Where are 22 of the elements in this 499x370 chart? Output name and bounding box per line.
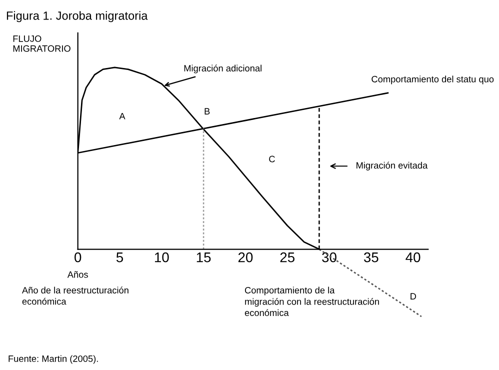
chart-title: Figura 1. Joroba migratoria	[6, 11, 148, 22]
y-axis-title: FLUJO MIGRATORIO	[13, 35, 70, 52]
source-note: Fuente: Martin (2005).	[8, 355, 98, 364]
annotation: A	[119, 112, 126, 120]
x-tick-label: 10	[154, 252, 169, 262]
annotation: B	[204, 108, 210, 114]
x-tick-label: 15	[196, 252, 211, 262]
annotation: Año de la reestructuración económica	[22, 286, 128, 305]
annotation: Migración adicional	[184, 64, 262, 74]
annotation: Comportamiento de la migración con la reestructuración económica	[244, 286, 379, 316]
x-axis-title: Años	[67, 271, 88, 278]
x-tick-label: 30	[322, 252, 336, 262]
x-tick-label: 5	[116, 252, 124, 262]
annotation: D	[410, 293, 416, 300]
x-tick-label: 0	[74, 252, 82, 262]
x-tick-label: 40	[406, 252, 420, 262]
x-tick-label: 25	[280, 252, 294, 262]
x-tick-label: 35	[364, 252, 378, 262]
annotation: Migración evitada	[356, 162, 428, 170]
annotation: Comportamiento del statu quo	[372, 76, 494, 84]
annotation: C	[269, 156, 275, 162]
x-tick-label: 20	[238, 252, 253, 262]
